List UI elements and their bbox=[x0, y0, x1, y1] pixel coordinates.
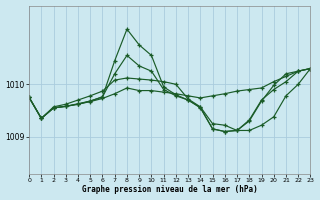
X-axis label: Graphe pression niveau de la mer (hPa): Graphe pression niveau de la mer (hPa) bbox=[82, 185, 258, 194]
